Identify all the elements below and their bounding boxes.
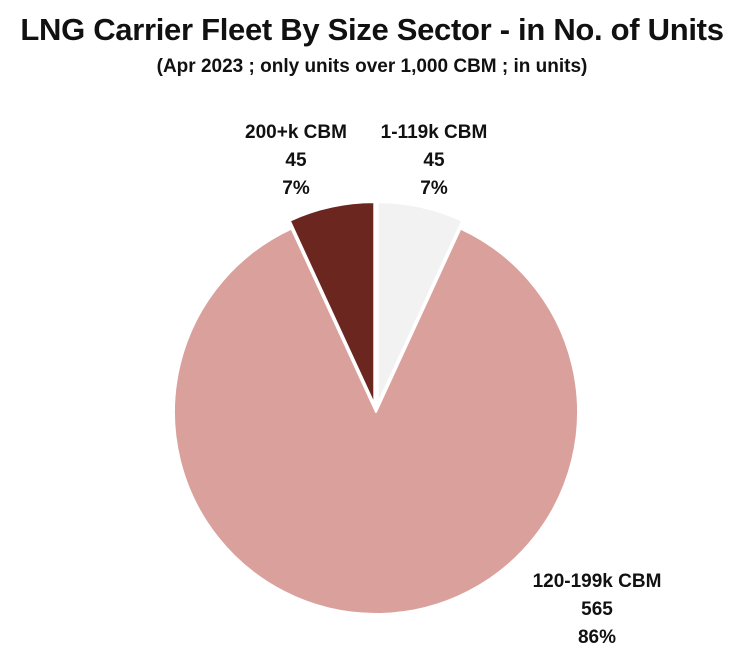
slice-label-percent: 86% [578,627,616,648]
chart-title: LNG Carrier Fleet By Size Sector - in No… [20,12,724,47]
pie-slice-120-199k-cbm [173,227,579,615]
data-label-group: 120-199k CBM 565 86% [533,571,662,648]
chart-subtitle: (Apr 2023 ; only units over 1,000 CBM ; … [156,56,588,77]
slice-label-value: 45 [285,150,307,171]
slice-label-value: 565 [581,599,613,620]
slice-label-name: 1-119k CBM [381,122,488,143]
slice-label-percent: 7% [420,178,448,199]
data-label-group: 200+k CBM 45 7% [245,122,347,199]
pie-slice-1-119k-cbm [376,201,464,406]
slice-label-value: 45 [423,150,445,171]
slice-label-name: 120-199k CBM [533,571,662,592]
pie-slice-200-k-cbm [288,201,376,406]
slice-label-name: 200+k CBM [245,122,347,143]
data-label-group: 1-119k CBM 45 7% [381,122,488,199]
slice-label-percent: 7% [282,178,310,199]
